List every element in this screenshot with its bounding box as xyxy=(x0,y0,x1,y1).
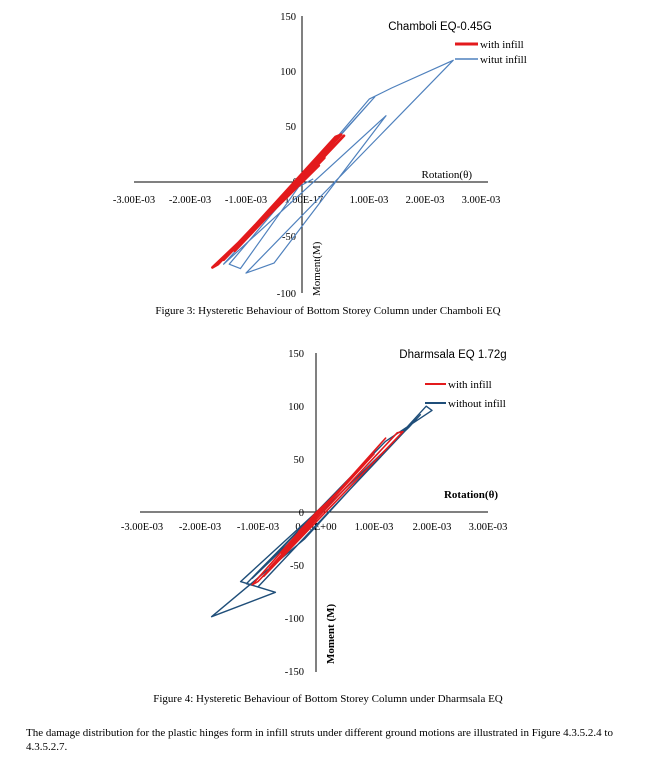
chart2-xtick-0: -3.00E-03 xyxy=(121,522,163,533)
chart2-xtick-4: 1.00E-03 xyxy=(355,522,394,533)
chart1-ytick-100: 100 xyxy=(280,67,296,78)
chart1-xtick-3: -1.00E-17 xyxy=(281,195,323,206)
chart1-legend-witut-infill: witut infill xyxy=(480,54,527,66)
chart1-ytick-50: 50 xyxy=(286,122,297,133)
figure4-caption: Figure 4: Hysteretic Behaviour of Bottom… xyxy=(153,693,503,705)
chart1-title: Chamboli EQ-0.45G xyxy=(388,21,492,33)
chart1-ytick-150: 150 xyxy=(280,12,296,23)
chart2-x-axis-label: Rotation(θ) xyxy=(444,489,498,501)
chart2-legend: with infill without infill xyxy=(425,379,506,410)
chart1-x-axis-label: Rotation(θ) xyxy=(422,169,473,181)
chart2-ytick-0: 0 xyxy=(299,508,304,519)
chart1-xtick-5: 2.00E-03 xyxy=(406,195,445,206)
chart1-series-with-infill xyxy=(211,133,346,269)
chart2-axes xyxy=(140,353,488,672)
chart1-ytick-neg100: -100 xyxy=(277,289,296,300)
body-paragraph: The damage distribution for the plastic … xyxy=(26,727,613,753)
chart1-xtick-0: -3.00E-03 xyxy=(113,195,155,206)
chart2-xtick-1: -2.00E-03 xyxy=(179,522,221,533)
chart1-y-ticks: 150 100 50 0 -50 -100 xyxy=(277,12,298,300)
chart2-ytick-neg100: -100 xyxy=(285,614,304,625)
chart1-legend-with-infill: with infill xyxy=(480,39,524,51)
chart2-xtick-6: 3.00E-03 xyxy=(469,522,508,533)
chart1-xtick-4: 1.00E-03 xyxy=(350,195,389,206)
chart1-xtick-6: 3.00E-03 xyxy=(462,195,501,206)
chart1-ytick-neg50: -50 xyxy=(282,232,296,243)
chart1-legend: with infill witut infill xyxy=(455,39,527,66)
chart1-y-axis-label: Moment(M) xyxy=(311,241,323,296)
chart2-legend-with-infill: with infill xyxy=(448,379,492,391)
chart1-x-ticks: -3.00E-03 -2.00E-03 -1.00E-03 -1.00E-17 … xyxy=(113,195,501,206)
chart2-xtick-5: 2.00E-03 xyxy=(413,522,452,533)
chart-chamboli: Chamboli EQ-0.45G 150 100 50 0 -50 -100 … xyxy=(113,12,527,300)
chart2-ytick-150: 150 xyxy=(288,349,304,360)
chart2-ytick-neg150: -150 xyxy=(285,667,304,678)
chart1-axes xyxy=(134,16,488,293)
chart2-legend-without-infill: without infill xyxy=(448,398,506,410)
chart1-xtick-1: -2.00E-03 xyxy=(169,195,211,206)
chart1-series-witut-infill xyxy=(223,59,454,274)
chart-dharmsala: Dharmsala EQ 1.72g 150 100 50 0 -50 -100… xyxy=(121,349,508,678)
chart2-ytick-100: 100 xyxy=(288,402,304,413)
chart2-series xyxy=(210,405,433,618)
chart1-xtick-2: -1.00E-03 xyxy=(225,195,267,206)
chart1-series xyxy=(211,59,454,274)
figure3-caption: Figure 3: Hysteretic Behaviour of Bottom… xyxy=(155,305,501,317)
chart2-y-axis-label: Moment (M) xyxy=(325,603,337,664)
chart2-y-ticks: 150 100 50 0 -50 -100 -150 xyxy=(285,349,304,678)
chart2-series-with-infill xyxy=(251,430,404,586)
chart2-xtick-2: -1.00E-03 xyxy=(237,522,279,533)
chart2-x-ticks: -3.00E-03 -2.00E-03 -1.00E-03 0.00E+00 1… xyxy=(121,522,508,533)
chart2-ytick-neg50: -50 xyxy=(290,561,304,572)
chart2-xtick-3: 0.00E+00 xyxy=(295,522,336,533)
chart2-title: Dharmsala EQ 1.72g xyxy=(399,349,506,361)
chart2-ytick-50: 50 xyxy=(294,455,305,466)
